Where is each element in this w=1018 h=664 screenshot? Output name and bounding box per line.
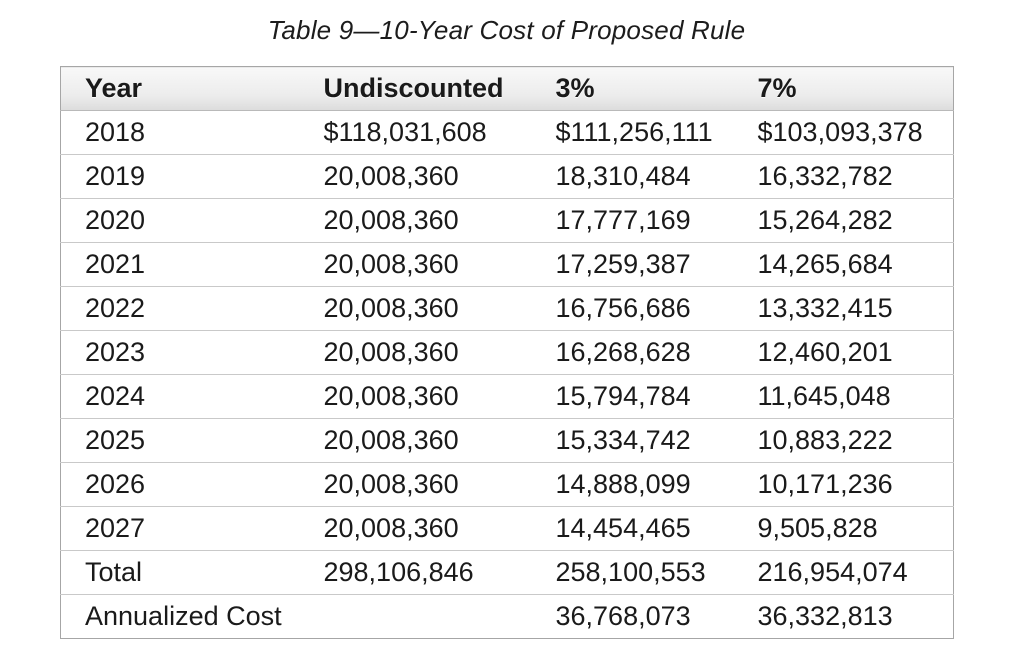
column-header-3pct: 3% [531, 66, 734, 111]
table-row: 2018 $118,031,608 $111,256,111 $103,093,… [60, 110, 954, 155]
column-header-year: Year [60, 66, 300, 111]
cell-7pct: 16,332,782 [733, 154, 954, 199]
cell-year: 2020 [60, 198, 300, 243]
table-row-annualized-cost: Annualized Cost 36,768,073 36,332,813 [60, 594, 954, 639]
table-row: 2024 20,008,360 15,794,784 11,645,048 [60, 374, 954, 419]
cell-3pct: 18,310,484 [531, 154, 734, 199]
cell-7pct: 13,332,415 [733, 286, 954, 331]
page: Table 9—10-Year Cost of Proposed Rule Ye… [60, 15, 954, 639]
cell-year: 2019 [60, 154, 300, 199]
cell-year: 2022 [60, 286, 300, 331]
cell-year: 2023 [60, 330, 300, 375]
table-row: 2022 20,008,360 16,756,686 13,332,415 [60, 286, 954, 331]
cell-7pct: 36,332,813 [733, 594, 954, 639]
table-row: 2019 20,008,360 18,310,484 16,332,782 [60, 154, 954, 199]
cost-table: Year Undiscounted 3% 7% 2018 $118,031,60… [60, 66, 954, 639]
cell-7pct: $103,093,378 [733, 110, 954, 155]
cell-3pct: 258,100,553 [531, 550, 734, 595]
cell-year: 2021 [60, 242, 300, 287]
column-header-undiscounted: Undiscounted [299, 66, 532, 111]
column-header-7pct: 7% [733, 66, 954, 111]
cell-year: Total [60, 550, 300, 595]
cell-7pct: 216,954,074 [733, 550, 954, 595]
cell-year: 2026 [60, 462, 300, 507]
table-row: 2026 20,008,360 14,888,099 10,171,236 [60, 462, 954, 507]
cell-3pct: 17,259,387 [531, 242, 734, 287]
cell-7pct: 11,645,048 [733, 374, 954, 419]
cell-7pct: 10,883,222 [733, 418, 954, 463]
cell-undiscounted: 20,008,360 [299, 198, 532, 243]
cell-3pct: 14,888,099 [531, 462, 734, 507]
cell-7pct: 10,171,236 [733, 462, 954, 507]
cell-undiscounted: 20,008,360 [299, 154, 532, 199]
cell-undiscounted: $118,031,608 [299, 110, 532, 155]
cell-3pct: 16,268,628 [531, 330, 734, 375]
cell-3pct: 16,756,686 [531, 286, 734, 331]
cell-7pct: 14,265,684 [733, 242, 954, 287]
cell-undiscounted: 20,008,360 [299, 242, 532, 287]
cell-3pct: 14,454,465 [531, 506, 734, 551]
cell-3pct: 15,334,742 [531, 418, 734, 463]
cell-undiscounted: 20,008,360 [299, 462, 532, 507]
cell-7pct: 9,505,828 [733, 506, 954, 551]
table-title: Table 9—10-Year Cost of Proposed Rule [267, 15, 746, 45]
cell-undiscounted: 20,008,360 [299, 286, 532, 331]
cell-year: Annualized Cost [60, 594, 300, 639]
cell-year: 2024 [60, 374, 300, 419]
table-row-total: Total 298,106,846 258,100,553 216,954,07… [60, 550, 954, 595]
table-row: 2023 20,008,360 16,268,628 12,460,201 [60, 330, 954, 375]
cell-undiscounted: 20,008,360 [299, 374, 532, 419]
cell-undiscounted: 298,106,846 [299, 550, 532, 595]
cell-3pct: $111,256,111 [531, 110, 734, 155]
table-row: 2020 20,008,360 17,777,169 15,264,282 [60, 198, 954, 243]
cell-year: 2027 [60, 506, 300, 551]
table-row: 2025 20,008,360 15,334,742 10,883,222 [60, 418, 954, 463]
cell-undiscounted: 20,008,360 [299, 506, 532, 551]
table-row: 2027 20,008,360 14,454,465 9,505,828 [60, 506, 954, 551]
cell-year: 2025 [60, 418, 300, 463]
cell-year: 2018 [60, 110, 300, 155]
cell-undiscounted: 20,008,360 [299, 330, 532, 375]
cell-7pct: 15,264,282 [733, 198, 954, 243]
cell-undiscounted [299, 594, 532, 639]
cell-undiscounted: 20,008,360 [299, 418, 532, 463]
cell-3pct: 17,777,169 [531, 198, 734, 243]
cell-3pct: 36,768,073 [531, 594, 734, 639]
header-row: Year Undiscounted 3% 7% [60, 66, 954, 111]
table-row: 2021 20,008,360 17,259,387 14,265,684 [60, 242, 954, 287]
cell-7pct: 12,460,201 [733, 330, 954, 375]
cell-3pct: 15,794,784 [531, 374, 734, 419]
